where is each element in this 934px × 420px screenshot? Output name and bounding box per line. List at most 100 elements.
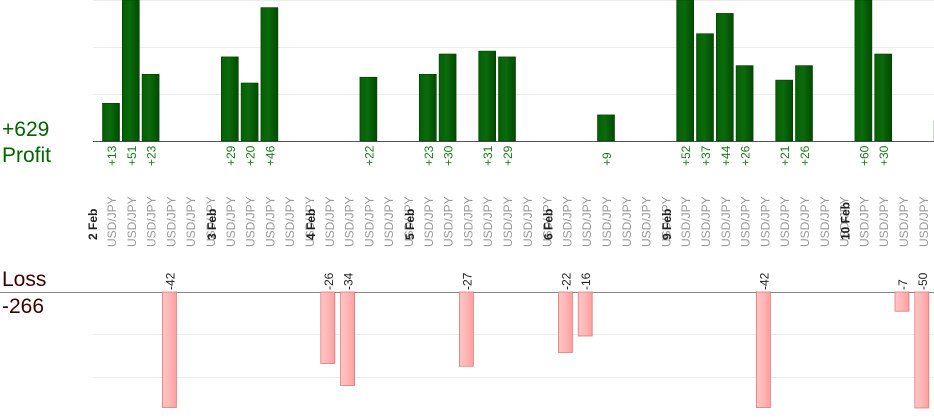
instrument-label: USD/JPY: [105, 196, 119, 247]
instrument-label: USD/JPY: [442, 196, 456, 247]
instrument-label: USD/JPY: [362, 196, 376, 247]
loss-value-label: -27: [460, 272, 474, 290]
date-label: 9 Feb: [660, 209, 674, 240]
profit-value-label: +23: [145, 145, 159, 166]
instrument-label: USD/JPY: [818, 196, 832, 247]
profit-bar: [775, 79, 794, 142]
profit-value-label: +31: [481, 145, 495, 166]
date-label: 2 Feb: [86, 209, 100, 240]
instrument-label: USD/JPY: [303, 196, 317, 247]
instrument-label: USD/JPY: [323, 196, 337, 247]
loss-bar: [756, 291, 771, 408]
loss-value-label: -22: [559, 272, 573, 290]
profit-value-label: +29: [501, 145, 515, 166]
profit-bar: [438, 53, 457, 142]
instrument-label: USD/JPY: [402, 196, 416, 247]
loss-value-label: -42: [757, 272, 771, 290]
profit-total: +629: [2, 118, 50, 141]
date-label: 10 Feb: [838, 202, 852, 240]
instrument-label: USD/JPY: [897, 196, 911, 247]
date-label: 5 Feb: [403, 209, 417, 240]
instrument-label: USD/JPY: [145, 196, 159, 247]
profit-bar: [696, 33, 714, 142]
instrument-label: USD/JPY: [204, 196, 218, 247]
instrument-label: USD/JPY: [838, 196, 852, 247]
instrument-label: USD/JPY: [461, 196, 475, 247]
profit-value-label: +37: [699, 145, 713, 166]
profit-bar: [141, 74, 160, 142]
loss-bar: [340, 291, 356, 386]
profit-value-label: +26: [798, 145, 812, 166]
loss-value-label: -26: [322, 272, 336, 290]
date-label: 4 Feb: [304, 209, 318, 240]
loss-bar: [894, 291, 910, 312]
profit-value-label: +60: [857, 145, 871, 166]
profit-value-label: +9: [600, 152, 614, 166]
instrument-label: USD/JPY: [521, 196, 535, 247]
profit-bar: [676, 0, 695, 142]
loss-bar: [320, 291, 336, 364]
instrument-label: USD/JPY: [283, 196, 297, 247]
instrument-label: USD/JPY: [600, 196, 614, 247]
loss-bar: [458, 291, 474, 367]
profit-value-label: +30: [877, 145, 891, 166]
instrument-label: USD/JPY: [877, 196, 891, 247]
profit-bar: [221, 56, 239, 142]
profit-bar: [715, 13, 734, 142]
loss-value-label: -42: [163, 272, 177, 290]
instrument-label: USD/JPY: [481, 196, 495, 247]
instrument-label: USD/JPY: [184, 196, 198, 247]
loss-value-label: -34: [342, 272, 356, 290]
loss-value-label: -16: [579, 272, 593, 290]
instrument-label: USD/JPY: [422, 196, 436, 247]
date-label: 3 Feb: [205, 209, 219, 240]
instrument-label: USD/JPY: [699, 196, 713, 247]
profit-bar: [498, 56, 516, 142]
profit-bar: [874, 53, 893, 142]
profit-value-label: +46: [263, 145, 277, 166]
profit-value-label: +44: [719, 145, 733, 166]
instrument-label: USD/JPY: [164, 196, 178, 247]
profit-bar: [260, 7, 279, 142]
profit-value-label: +51: [125, 145, 139, 166]
instrument-label: USD/JPY: [640, 196, 654, 247]
date-label: 6 Feb: [541, 209, 555, 240]
profit-value-label: +29: [224, 145, 238, 166]
instrument-label: USD/JPY: [224, 196, 238, 247]
profit-bar: [102, 103, 120, 142]
instrument-label: USD/JPY: [382, 196, 396, 247]
profit-value-label: +52: [679, 145, 693, 166]
profit-bar: [795, 65, 813, 142]
instrument-label: USD/JPY: [541, 196, 555, 247]
profit-bar: [478, 50, 497, 142]
instrument-label: USD/JPY: [501, 196, 515, 247]
instrument-label: USD/JPY: [857, 196, 871, 247]
loss-value-label: -50: [916, 272, 930, 290]
loss-bar: [577, 291, 593, 337]
instrument-label: USD/JPY: [560, 196, 574, 247]
loss-bar: [558, 291, 573, 353]
loss-value-label: -7: [896, 279, 910, 290]
loss-label: Loss: [2, 268, 47, 291]
instrument-label: USD/JPY: [739, 196, 753, 247]
profit-value-label: +23: [422, 145, 436, 166]
instrument-label: USD/JPY: [778, 196, 792, 247]
instrument-label: USD/JPY: [620, 196, 634, 247]
profit-bar: [418, 74, 437, 142]
profit-bar: [122, 0, 140, 142]
profit-value-label: +20: [244, 145, 258, 166]
profit-label: Profit: [2, 144, 52, 167]
profit-value-label: +22: [362, 145, 376, 166]
profit-bar: [597, 114, 615, 142]
profit-bar: [854, 0, 873, 142]
instrument-label: USD/JPY: [719, 196, 733, 247]
loss-bar: [914, 291, 930, 409]
instrument-label: USD/JPY: [244, 196, 258, 247]
loss-bar: [161, 291, 177, 408]
instrument-label: USD/JPY: [125, 196, 139, 247]
profit-bar: [240, 82, 259, 142]
profit-value-label: +26: [739, 145, 753, 166]
instrument-label: USD/JPY: [917, 196, 931, 247]
profit-value-label: +30: [442, 145, 456, 166]
